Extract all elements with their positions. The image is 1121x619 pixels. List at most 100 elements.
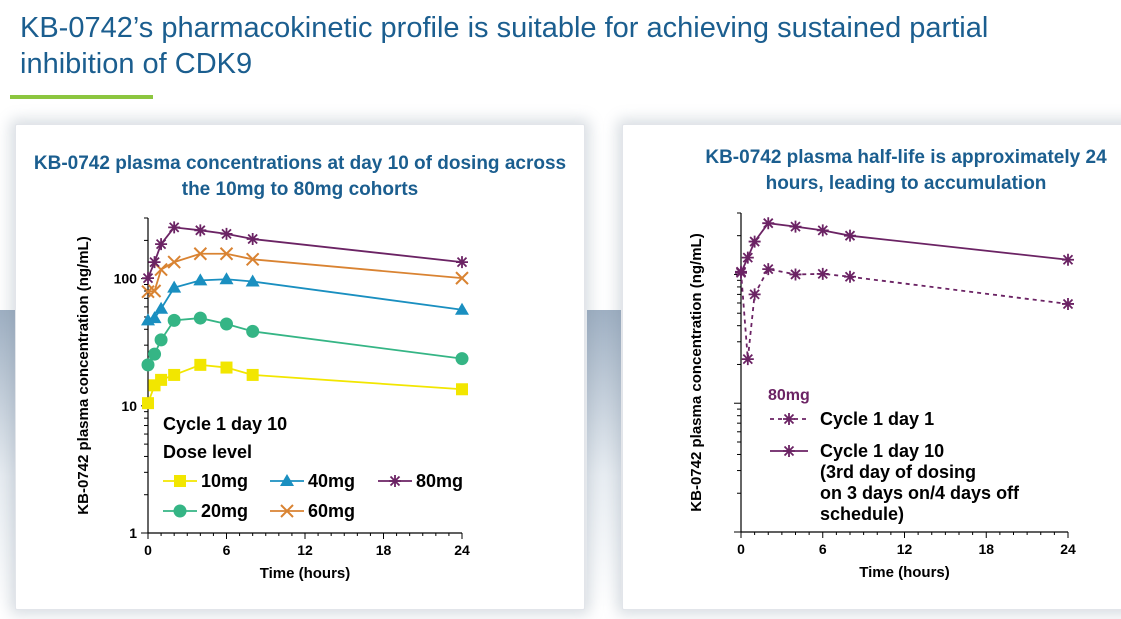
- legend-swatch-marker: [783, 413, 795, 425]
- data-point: [154, 301, 169, 314]
- data-point: [147, 311, 162, 324]
- data-point: [194, 358, 207, 371]
- data-point: [167, 255, 181, 269]
- series-line: [740, 268, 1069, 360]
- legend-label-line: Cycle 1 day 10: [820, 441, 944, 461]
- data-point: [220, 227, 233, 240]
- data-point: [816, 224, 829, 237]
- y-axis-title: KB-0742 plasma concentration (ng/mL): [75, 236, 92, 514]
- legend-item-10mg: 10mg: [163, 471, 248, 491]
- data-point: [219, 272, 234, 285]
- data-point: [220, 361, 233, 374]
- slide-title: KB-0742’s pharmacokinetic profile is sui…: [20, 12, 989, 80]
- data-point: [220, 317, 233, 331]
- data-point: [455, 352, 469, 366]
- x-tick-label: 6: [223, 542, 231, 558]
- data-point: [193, 273, 208, 286]
- y-axis-title: KB-0742 plasma concentration (ng/mL): [688, 233, 705, 511]
- x-axis-title: Time (hours): [859, 564, 950, 581]
- data-point: [844, 229, 856, 242]
- data-point: [167, 280, 182, 293]
- data-point: [155, 373, 168, 386]
- data-point: [194, 224, 207, 237]
- series-1: [141, 311, 469, 372]
- data-point: [245, 252, 260, 267]
- data-point: [844, 270, 856, 283]
- data-point: [1062, 253, 1074, 266]
- data-point: [147, 284, 162, 298]
- legend-label-line: schedule): [820, 504, 904, 524]
- x-tick-label: 12: [897, 541, 913, 557]
- legend-item-0: Cycle 1 day 1: [770, 409, 934, 429]
- data-point: [155, 238, 168, 251]
- data-point: [748, 288, 761, 301]
- legend-swatch-marker: [173, 504, 187, 518]
- series-line: [740, 222, 1069, 274]
- y-tick-label: 10: [121, 398, 137, 414]
- data-point: [456, 256, 468, 269]
- right-chart-panel: [622, 124, 1121, 610]
- x-axis-title: Time (hours): [260, 565, 351, 582]
- right-chart-title: KB-0742 plasma half-life is approximatel…: [705, 147, 1107, 194]
- data-point: [193, 311, 207, 325]
- legend-label: 20mg: [201, 501, 248, 521]
- legend-swatch-marker: [280, 504, 294, 518]
- legend-label: 80mg: [416, 471, 463, 491]
- legend-item-20mg: 20mg: [163, 501, 248, 521]
- legend-label-line: (3rd day of dosing: [820, 462, 976, 482]
- y-tick-label: 1: [129, 525, 137, 541]
- x-tick-label: 24: [454, 542, 470, 558]
- data-point: [246, 233, 259, 246]
- legend-label: Cycle 1 day 10 (3rd day of dosing on 3 day…: [820, 441, 1020, 524]
- data-point: [141, 358, 155, 372]
- series-3: [141, 247, 469, 299]
- data-point: [246, 324, 260, 338]
- data-point: [168, 368, 181, 381]
- series-4: [142, 221, 468, 285]
- y-tick-label: 100: [114, 271, 138, 287]
- x-tick-label: 24: [1060, 541, 1076, 557]
- background-band-left: [0, 310, 15, 610]
- left-chart-panel: [15, 124, 585, 610]
- legend-label: 10mg: [201, 471, 248, 491]
- x-tick-label: 12: [297, 542, 313, 558]
- data-point: [142, 397, 154, 410]
- data-point: [167, 313, 181, 327]
- data-point: [193, 247, 208, 261]
- legend-label: 40mg: [308, 471, 355, 491]
- data-point: [762, 217, 775, 230]
- data-point: [154, 333, 168, 347]
- series-line: [147, 252, 463, 293]
- legend-swatch-marker: [389, 475, 401, 487]
- data-point: [741, 251, 754, 264]
- data-point: [455, 271, 469, 285]
- left-chart-title: KB-0742 plasma concentrations at day 10 …: [33, 153, 567, 200]
- data-point: [245, 274, 260, 287]
- legend-label-line: Cycle 1 day 1: [820, 409, 934, 429]
- background-band-middle: [587, 310, 621, 610]
- data-point: [741, 353, 754, 366]
- legend-heading-cycle: Cycle 1 day 10: [163, 414, 287, 434]
- data-point: [219, 247, 234, 261]
- legend-item-60mg: 60mg: [270, 501, 355, 521]
- legend-item-80mg: 80mg: [378, 471, 463, 491]
- x-tick-label: 0: [144, 542, 152, 558]
- data-point: [148, 256, 161, 269]
- legend-swatch-marker: [783, 445, 795, 457]
- legend-swatch-marker: [174, 475, 186, 487]
- data-point: [762, 263, 775, 276]
- x-tick-label: 0: [737, 541, 745, 557]
- data-point: [246, 368, 259, 381]
- title-accent-rule: [10, 95, 153, 99]
- data-point: [816, 267, 829, 280]
- series-0: [735, 263, 1074, 366]
- data-point: [168, 221, 181, 234]
- legend-item-1: Cycle 1 day 10 (3rd day of dosing on 3 day…: [770, 441, 1020, 524]
- series-0: [142, 358, 468, 410]
- legend-label-line: on 3 days on/4 days off: [820, 483, 1020, 503]
- legend-heading-dose: Dose level: [163, 442, 252, 462]
- data-point: [455, 302, 469, 315]
- x-tick-label: 6: [819, 541, 827, 557]
